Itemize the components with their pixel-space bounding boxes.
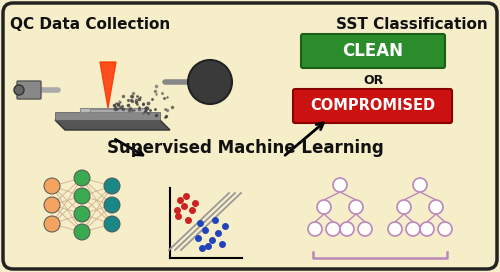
Circle shape [349, 200, 363, 214]
Circle shape [14, 85, 24, 95]
Circle shape [388, 222, 402, 236]
Polygon shape [55, 120, 170, 130]
Polygon shape [100, 62, 116, 108]
FancyBboxPatch shape [17, 81, 41, 99]
Circle shape [44, 178, 60, 194]
Circle shape [429, 200, 443, 214]
Circle shape [333, 178, 347, 192]
Circle shape [74, 188, 90, 204]
Circle shape [397, 200, 411, 214]
Text: Supervised Machine Learning: Supervised Machine Learning [106, 139, 384, 157]
Circle shape [74, 206, 90, 222]
Polygon shape [80, 108, 145, 112]
Circle shape [104, 197, 120, 213]
Circle shape [438, 222, 452, 236]
Circle shape [317, 200, 331, 214]
Circle shape [406, 222, 420, 236]
Circle shape [104, 178, 120, 194]
Circle shape [44, 197, 60, 213]
Circle shape [74, 224, 90, 240]
FancyBboxPatch shape [3, 3, 497, 269]
Circle shape [340, 222, 354, 236]
Text: COMPROMISED: COMPROMISED [310, 98, 435, 113]
Text: SST Classification: SST Classification [336, 17, 488, 32]
Text: OR: OR [363, 73, 383, 86]
Circle shape [188, 60, 232, 104]
Polygon shape [55, 112, 160, 120]
Circle shape [420, 222, 434, 236]
Text: CLEAN: CLEAN [342, 42, 404, 60]
Circle shape [358, 222, 372, 236]
FancyBboxPatch shape [301, 34, 445, 68]
FancyBboxPatch shape [293, 89, 452, 123]
Text: QC Data Collection: QC Data Collection [10, 17, 170, 32]
Circle shape [44, 216, 60, 232]
Circle shape [74, 170, 90, 186]
Circle shape [308, 222, 322, 236]
Circle shape [413, 178, 427, 192]
Circle shape [104, 216, 120, 232]
Circle shape [326, 222, 340, 236]
Polygon shape [90, 109, 130, 112]
